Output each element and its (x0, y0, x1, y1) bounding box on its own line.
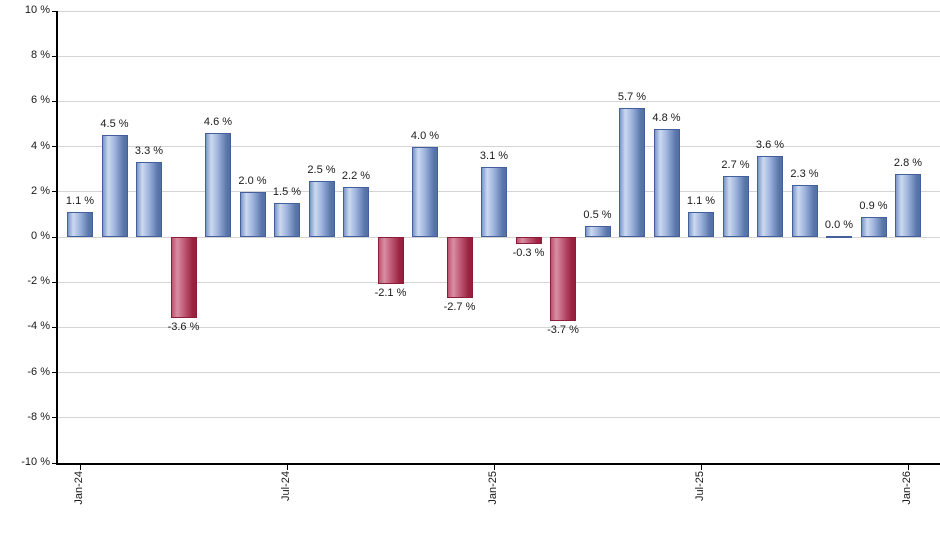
monthly-return-bar[interactable] (722, 175, 749, 237)
monthly-return-bar[interactable] (757, 155, 783, 237)
y-axis-tick (52, 55, 57, 57)
gridline (57, 236, 940, 238)
monthly-return-bar[interactable] (826, 235, 852, 238)
y-axis-tick (52, 10, 57, 12)
bar-value-label: -2.7 % (443, 301, 476, 314)
monthly-return-bar[interactable] (619, 108, 645, 237)
monthly-return-bar[interactable] (136, 162, 162, 237)
x-axis-tick (80, 464, 81, 470)
bar-value-label: 0.5 % (583, 208, 612, 221)
bar-value-label: 4.6 % (203, 116, 233, 129)
y-axis-tick (52, 100, 57, 102)
monthly-return-bar[interactable] (274, 203, 300, 237)
monthly-return-bar[interactable] (860, 216, 887, 237)
bar-value-label: 2.3 % (790, 168, 819, 181)
bar-value-label: 4.8 % (652, 111, 681, 124)
bar-value-label: 0.9 % (859, 199, 888, 212)
y-axis-label: -8 % (27, 410, 50, 423)
y-axis-label: 0 % (31, 230, 50, 242)
bar-value-label: 2.0 % (238, 174, 267, 187)
y-axis-label: 4 % (31, 139, 50, 152)
y-axis-label: -4 % (27, 320, 50, 333)
monthly-return-bar[interactable] (205, 133, 231, 237)
gridline (57, 372, 940, 374)
bar-value-label: 1.5 % (272, 186, 302, 199)
x-axis-tick (701, 464, 702, 470)
x-axis-line (56, 463, 940, 465)
bar-value-label: -0.3 % (512, 246, 545, 259)
bar-value-label: -2.1 % (374, 287, 407, 300)
y-axis-tick (52, 372, 57, 374)
y-axis-label: -10 % (21, 456, 50, 468)
monthly-return-bar[interactable] (688, 212, 714, 237)
monthly-return-bar[interactable] (412, 146, 438, 237)
monthly-return-bar[interactable] (308, 180, 335, 237)
monthly-return-bar[interactable] (343, 187, 369, 237)
gridline (57, 10, 940, 12)
y-axis-label: 2 % (31, 184, 50, 197)
monthly-return-bar[interactable] (377, 237, 404, 285)
y-axis-label: 8 % (31, 49, 50, 62)
monthly-return-bar[interactable] (653, 128, 680, 237)
x-axis-tick (287, 464, 288, 470)
x-axis-label: Jul-25 (694, 471, 706, 501)
x-axis-label: Jan-26 (901, 471, 913, 505)
y-axis-tick (52, 326, 57, 328)
y-axis-label: -2 % (27, 275, 50, 288)
x-axis-tick (908, 464, 909, 470)
bar-value-label: 1.1 % (65, 195, 95, 208)
monthly-return-bar[interactable] (239, 191, 266, 237)
bar-value-label: 3.6 % (755, 138, 785, 151)
bar-value-label: 5.7 % (617, 91, 647, 104)
gridline (57, 417, 940, 419)
y-axis-label: 6 % (31, 94, 50, 107)
y-axis-tick (52, 417, 57, 419)
bar-value-label: 2.8 % (893, 156, 923, 169)
gridline (57, 326, 940, 328)
x-axis-tick (494, 464, 495, 470)
monthly-return-bar[interactable] (584, 225, 611, 237)
bar-value-label: 4.5 % (100, 118, 129, 131)
y-axis-label: 10 % (24, 4, 50, 16)
monthly-return-bar[interactable] (101, 135, 128, 237)
x-axis-label: Jan-25 (487, 471, 499, 505)
y-axis-tick (52, 236, 57, 238)
y-axis-tick (52, 462, 57, 464)
bar-value-label: 1.1 % (686, 195, 716, 208)
gridline (57, 281, 940, 283)
bar-value-label: 3.1 % (479, 149, 509, 162)
bar-value-label: 2.5 % (307, 163, 336, 176)
y-axis-tick (52, 146, 57, 148)
bar-value-label: 3.3 % (134, 145, 164, 158)
y-axis-tick (52, 191, 57, 193)
x-axis-label: Jan-24 (73, 471, 85, 505)
monthly-return-bar[interactable] (791, 185, 818, 237)
y-axis-line (56, 11, 58, 463)
x-axis-label: Jul-24 (280, 471, 292, 501)
monthly-return-bar[interactable] (515, 237, 542, 244)
gridline (57, 146, 940, 148)
y-axis-label: -6 % (27, 365, 50, 378)
bar-value-label: -3.6 % (167, 321, 200, 334)
bar-value-label: 4.0 % (410, 129, 440, 142)
bar-value-label: 2.7 % (721, 158, 750, 171)
monthly-return-bar[interactable] (446, 237, 473, 299)
monthly-return-bar[interactable] (550, 237, 576, 321)
gridline (57, 55, 940, 57)
gridline (57, 100, 940, 102)
bar-value-label: 2.2 % (341, 170, 371, 183)
monthly-return-bar[interactable] (67, 212, 93, 237)
y-axis-tick (52, 281, 57, 283)
monthly-return-bar[interactable] (170, 237, 197, 319)
monthly-return-bar[interactable] (481, 166, 507, 237)
monthly-return-bar[interactable] (895, 173, 921, 237)
bar-value-label: -3.7 % (547, 323, 579, 336)
bar-value-label: 0.0 % (824, 218, 854, 231)
